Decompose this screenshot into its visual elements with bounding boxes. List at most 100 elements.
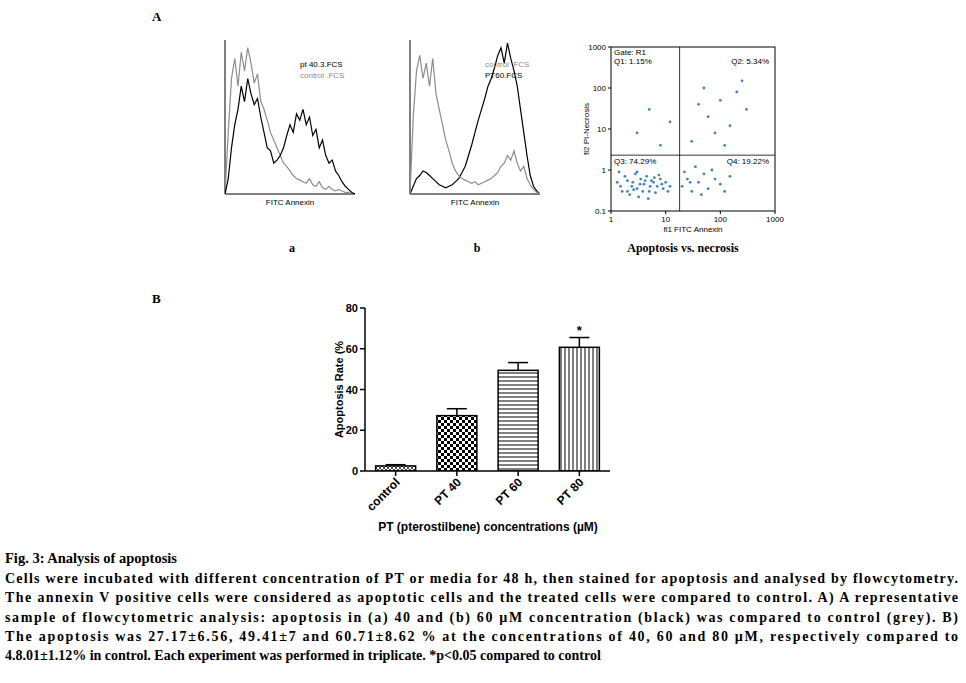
y-tick-label: 0 [352, 465, 358, 477]
dot [626, 179, 629, 182]
x-axis-label: PT (pterostilbene) concentrations (µM) [378, 520, 598, 534]
dot [719, 99, 722, 102]
y-tick-label: 0.1 [595, 207, 607, 216]
dot [745, 108, 748, 111]
histogram-line [410, 55, 540, 194]
x-tick [456, 471, 458, 476]
dot [694, 165, 697, 168]
dot [707, 187, 710, 190]
error-cap [447, 408, 467, 410]
y-tick-label: 100 [593, 84, 607, 93]
subplot-label: b [474, 241, 481, 255]
legend-entry: PT60.FCS [485, 71, 522, 80]
x-axis [225, 194, 355, 195]
y-axis-label: fl2 PI-Necrosis [582, 103, 591, 155]
dot [683, 170, 686, 173]
histogram: pt 40.3.FCS control .FCS FITC Annexin a [225, 40, 355, 255]
dot [654, 191, 657, 194]
x-axis [365, 470, 610, 472]
bar [376, 466, 416, 471]
bar [437, 416, 477, 471]
dot [616, 181, 619, 184]
dot [649, 185, 652, 188]
plot-area [376, 338, 600, 471]
y-tick [608, 47, 611, 48]
dot [641, 190, 644, 193]
dot [702, 87, 705, 90]
plot-area [611, 47, 775, 211]
dot [710, 169, 713, 172]
dot [619, 185, 622, 188]
caption-title: Fig. 3: Analysis of apoptosis [5, 550, 177, 566]
dot [681, 185, 684, 188]
y-tick-label: 1000 [588, 43, 606, 52]
y-tick-label: 80 [346, 302, 358, 314]
subplot-label: a [289, 241, 295, 255]
dot [714, 132, 717, 135]
caption-line: The annexin V positive cells were consid… [5, 590, 958, 606]
y-tick [360, 307, 365, 309]
dot [662, 187, 665, 190]
error-bar [456, 409, 458, 416]
dot [636, 187, 639, 190]
y-axis [225, 40, 226, 194]
dot [697, 181, 700, 184]
dot [639, 178, 642, 181]
dot [669, 185, 672, 188]
x-axis-label: FITC Annexin [266, 198, 314, 207]
dot [735, 91, 738, 94]
dot [636, 170, 639, 173]
bar [498, 370, 538, 471]
dot [618, 170, 621, 173]
dot [657, 174, 660, 177]
plot-area [410, 43, 540, 194]
dot [697, 103, 700, 106]
x-tick-label: 1000 [766, 215, 784, 224]
x-tick-label: 10 [661, 215, 670, 224]
dot [624, 175, 627, 178]
dot [628, 193, 631, 196]
dot [626, 190, 629, 193]
x-tick-label: PT 80 [554, 475, 587, 508]
caption-line: Cells were incubated with different conc… [5, 571, 958, 586]
x-tick-label: 1 [609, 215, 614, 224]
y-tick-label: 1 [602, 166, 607, 175]
x-tick [775, 211, 776, 214]
error-bar [517, 363, 519, 371]
dot [636, 132, 639, 135]
dot [650, 179, 653, 182]
y-tick-label: 10 [597, 125, 606, 134]
quadrant-line [611, 155, 775, 156]
y-tick [608, 211, 611, 212]
dot [669, 120, 672, 123]
dot [659, 178, 662, 181]
dot [729, 175, 732, 178]
quadrant-line [679, 47, 680, 211]
histogram: control .FCS PT60.FCS FITC Annexin b [410, 40, 540, 255]
legend-entry: control .FCS [300, 71, 344, 80]
dot [632, 188, 635, 191]
x-tick-label: 100 [714, 215, 728, 224]
y-tick [608, 88, 611, 89]
dot [653, 176, 656, 179]
legend-entry: pt 40.3.FCS [300, 60, 343, 69]
x-tick-label: control [364, 475, 403, 514]
legend-entry: control .FCS [485, 60, 529, 69]
dot [637, 196, 640, 199]
x-tick [517, 471, 519, 476]
dot [707, 115, 710, 118]
y-tick [360, 389, 365, 391]
y-tick [608, 170, 611, 171]
x-axis-label: FITC Annexin [451, 198, 499, 207]
plot-frame [611, 47, 775, 211]
dot [741, 79, 744, 82]
dot [648, 108, 651, 111]
y-tick-label: 60 [346, 343, 358, 355]
error-cap [508, 362, 528, 364]
dot [621, 190, 624, 193]
dot [689, 181, 692, 184]
y-tick [360, 470, 365, 472]
dot [630, 185, 633, 188]
dot [645, 175, 648, 178]
y-tick-label: 20 [346, 424, 358, 436]
